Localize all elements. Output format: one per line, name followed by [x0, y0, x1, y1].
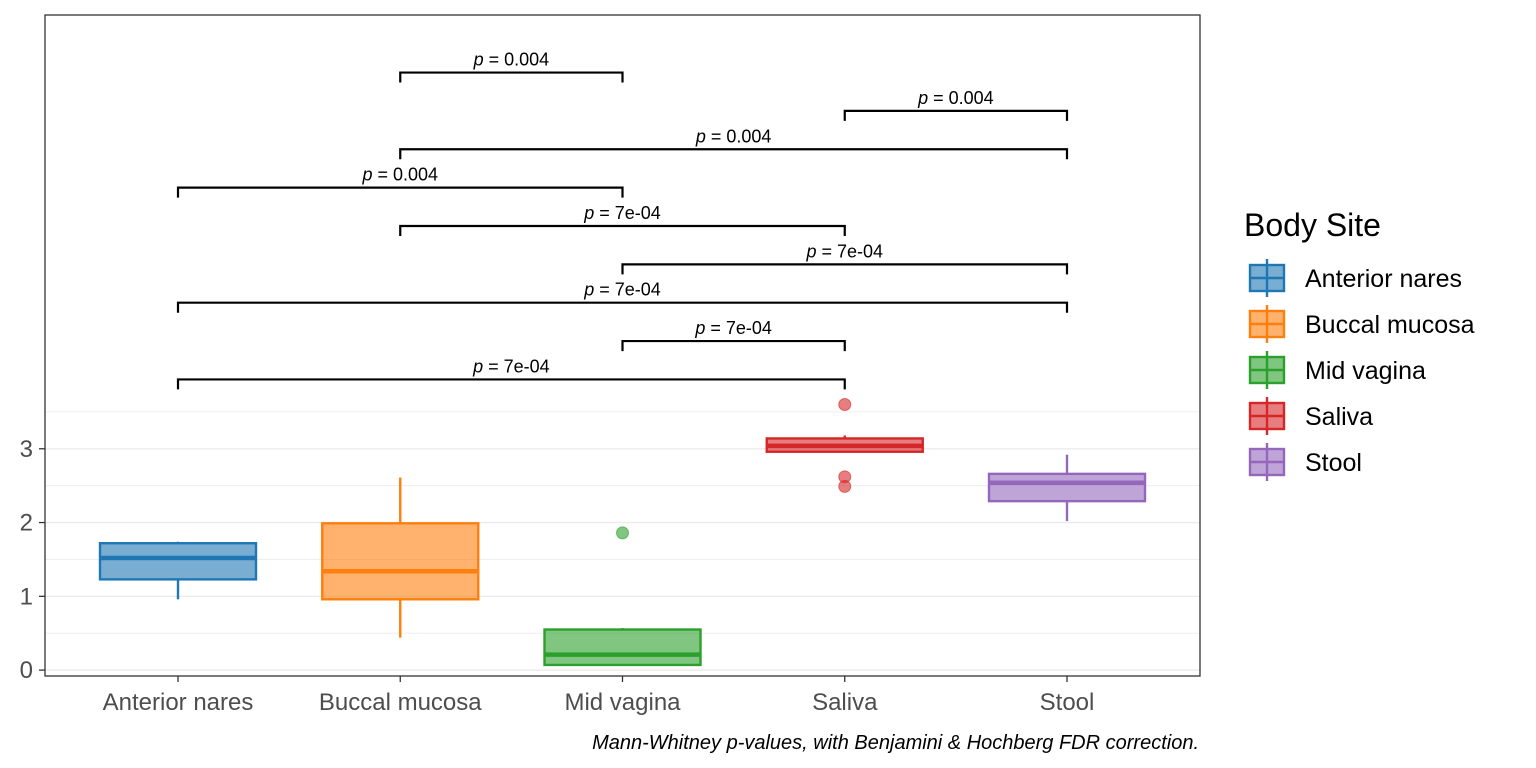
comparison-bracket	[399, 224, 846, 236]
y-tick-label: 3	[20, 436, 33, 463]
outlier-point	[616, 526, 629, 540]
legend-item-buccal-mucosa: Buccal mucosa	[1248, 305, 1475, 343]
iqr-box	[543, 628, 702, 667]
comparison-bracket	[399, 71, 624, 83]
x-tick-label: Anterior nares	[103, 689, 254, 716]
axes: 0 1 2 3 Anterior nares Buccal mucosa Mid vagin…	[20, 436, 1095, 716]
comparison-bracket	[621, 263, 1069, 275]
comparison-bracket	[176, 186, 624, 198]
iqr-box	[98, 542, 258, 581]
legend-item-anterior-nares: Anterior nares	[1248, 259, 1462, 297]
boxes	[98, 398, 1147, 667]
legend-title: Body Site	[1244, 207, 1381, 243]
box-saliva	[765, 398, 924, 493]
y-tick-label: 2	[20, 510, 33, 537]
comparison-bracket	[176, 301, 1069, 313]
comparison-bracket	[621, 339, 846, 352]
outlier-point	[838, 479, 852, 493]
p-value-label: p = 0.004	[361, 165, 438, 185]
legend-label: Mid vagina	[1305, 357, 1426, 385]
x-tick-label: Mid vagina	[564, 689, 681, 716]
y-tick-label: 1	[20, 583, 33, 610]
outlier-point	[838, 398, 852, 412]
y-tick-label: 0	[20, 657, 33, 684]
p-value-label: p = 7e-04	[583, 280, 661, 300]
box-buccal-mucosa	[321, 477, 480, 638]
significance-brackets: p = 0.004 p = 0.004 p = 0.004 p = 0.004 p = …	[176, 50, 1069, 390]
x-tick-label: Saliva	[812, 689, 878, 716]
p-value-label: p = 7e-04	[472, 356, 550, 376]
iqr-box	[987, 472, 1147, 503]
p-value-label: p = 0.004	[695, 126, 772, 146]
legend-label: Stool	[1305, 449, 1362, 477]
iqr-box	[321, 522, 480, 601]
box-mid-vagina	[543, 526, 702, 667]
box-anterior-nares	[98, 541, 258, 600]
legend-label: Saliva	[1305, 403, 1373, 431]
comparison-bracket	[843, 109, 1069, 121]
x-tick-label: Stool	[1040, 689, 1095, 716]
p-value-label: p = 0.004	[917, 88, 994, 108]
p-value-label: p = 0.004	[473, 50, 550, 70]
p-value-label: p = 7e-04	[805, 241, 883, 261]
legend-item-mid-vagina: Mid vagina	[1248, 351, 1426, 389]
box-stool	[987, 454, 1147, 522]
legend-label: Anterior nares	[1305, 265, 1462, 293]
legend-label: Buccal mucosa	[1305, 311, 1475, 339]
legend-item-stool: Stool	[1248, 443, 1362, 481]
legend-item-saliva: Saliva	[1248, 397, 1373, 435]
legend: Body Site Anterior nares Buccal mucosa Mid…	[1244, 207, 1475, 481]
comparison-bracket	[399, 148, 1069, 160]
x-tick-label: Buccal mucosa	[319, 689, 482, 716]
p-value-label: p = 7e-04	[694, 318, 772, 338]
chart-caption: Mann-Whitney p-values, with Benjamini & …	[592, 732, 1199, 754]
comparison-bracket	[176, 378, 846, 390]
p-value-label: p = 7e-04	[583, 203, 661, 223]
